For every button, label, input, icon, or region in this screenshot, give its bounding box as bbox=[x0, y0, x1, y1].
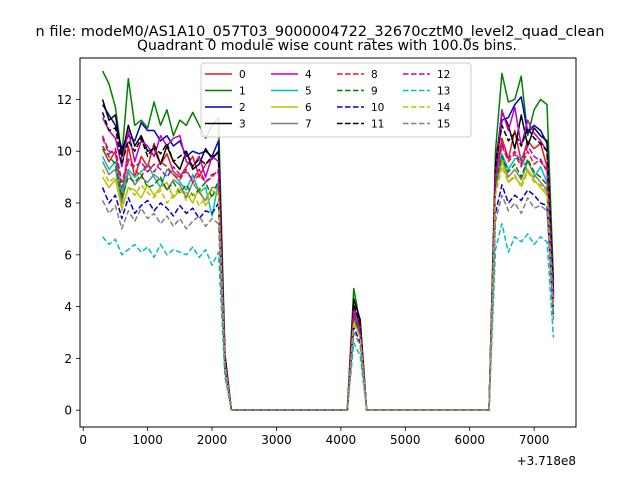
series-line-11 bbox=[101, 112, 555, 411]
x-tick-label: 5000 bbox=[390, 433, 421, 447]
legend-label-7: 7 bbox=[305, 119, 312, 131]
legend-label-3: 3 bbox=[239, 119, 246, 131]
chart-title: Quadrant 0 module wise count rates with … bbox=[137, 38, 517, 54]
series-line-3 bbox=[101, 99, 555, 411]
series-line-12 bbox=[101, 137, 555, 411]
series-lines bbox=[101, 70, 555, 411]
legend-label-1: 1 bbox=[239, 86, 246, 98]
series-line-13 bbox=[101, 222, 555, 411]
series-line-15 bbox=[101, 194, 555, 411]
y-axis-ticks: 0 2 4 6 8 10 12 bbox=[57, 93, 80, 418]
legend-label-9: 9 bbox=[371, 86, 378, 98]
legend-box bbox=[200, 62, 472, 138]
x-tick-label: 2000 bbox=[197, 433, 228, 447]
legend-label-11: 11 bbox=[371, 119, 384, 131]
x-tick-label: 6000 bbox=[454, 433, 485, 447]
legend-label-5: 5 bbox=[305, 86, 312, 98]
series-line-6 bbox=[101, 160, 555, 411]
series-line-7 bbox=[101, 155, 555, 411]
x-tick-label: 4000 bbox=[326, 433, 357, 447]
x-tick-label: 0 bbox=[79, 433, 87, 447]
series-line-10 bbox=[101, 184, 555, 411]
legend-label-15: 15 bbox=[437, 119, 450, 131]
series-line-8 bbox=[101, 135, 555, 411]
y-tick-label: 8 bbox=[64, 197, 72, 211]
y-tick-label: 4 bbox=[64, 300, 72, 314]
legend-label-13: 13 bbox=[437, 86, 450, 98]
y-tick-label: 0 bbox=[64, 404, 72, 418]
legend-label-14: 14 bbox=[437, 102, 451, 114]
legend-label-10: 10 bbox=[371, 102, 384, 114]
y-tick-label: 12 bbox=[57, 93, 72, 107]
y-tick-label: 6 bbox=[64, 248, 72, 262]
x-axis-offset-label: +3.718e8 bbox=[517, 454, 576, 468]
legend-label-12: 12 bbox=[437, 69, 450, 81]
figure-suptitle: n file: modeM0/AS1A10_057T03_9000004722_… bbox=[36, 24, 605, 40]
y-tick-label: 10 bbox=[57, 145, 72, 159]
series-line-5 bbox=[101, 153, 555, 411]
legend-label-0: 0 bbox=[239, 69, 246, 81]
series-line-9 bbox=[101, 145, 555, 411]
legend-label-2: 2 bbox=[239, 102, 246, 114]
axes-frame bbox=[79, 57, 577, 428]
x-tick-label: 3000 bbox=[261, 433, 292, 447]
legend-label-6: 6 bbox=[305, 102, 312, 114]
x-axis-ticks: 0 1000 2000 3000 4000 5000 6000 7000 bbox=[79, 427, 549, 447]
x-tick-label: 7000 bbox=[519, 433, 550, 447]
legend-label-4: 4 bbox=[305, 69, 312, 81]
x-tick-label: 1000 bbox=[132, 433, 163, 447]
y-tick-label: 2 bbox=[64, 352, 72, 366]
series-line-14 bbox=[101, 166, 555, 411]
legend-label-8: 8 bbox=[371, 69, 378, 81]
series-line-2 bbox=[101, 96, 555, 411]
